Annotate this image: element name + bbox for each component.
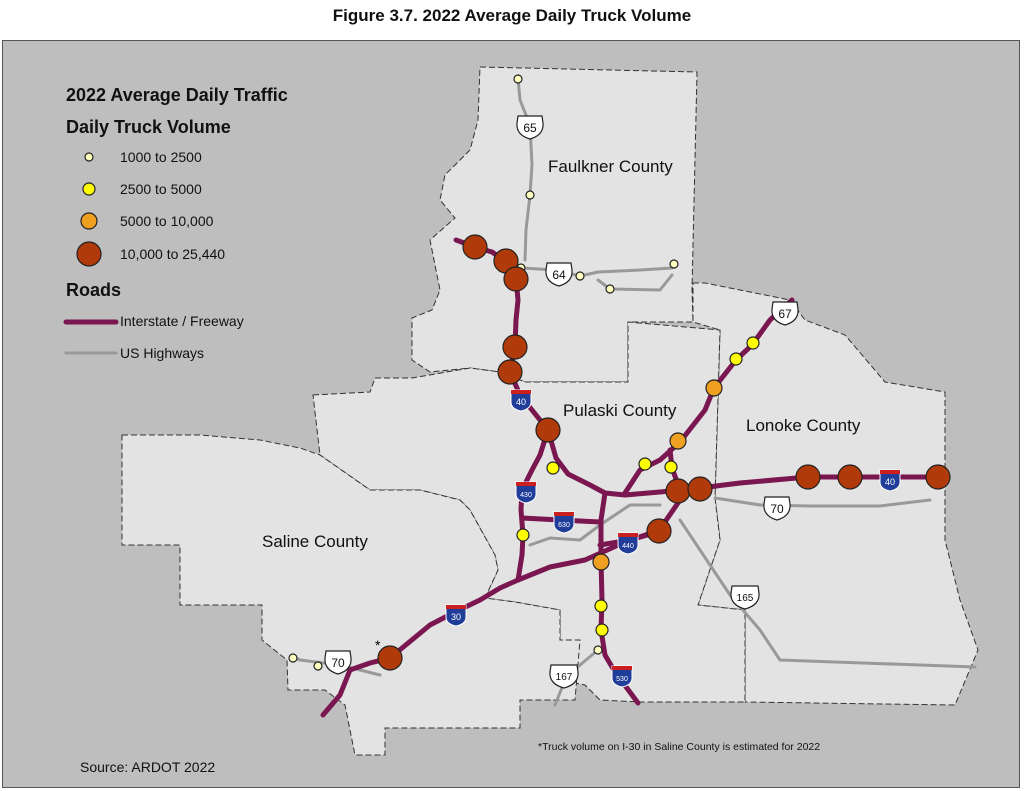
count-dot [705, 379, 723, 397]
count-dot [795, 464, 821, 490]
us70-west-shield-label: 70 [331, 656, 345, 670]
legend-title: 2022 Average Daily Traffic [66, 85, 288, 105]
count-dot [502, 334, 528, 360]
us65-shield: 65 [516, 115, 544, 140]
legend-road-interstate: Interstate / Freeway [120, 313, 244, 329]
legend-dot-medium [82, 182, 96, 196]
estimate-marker: * [375, 637, 381, 653]
legend-road-us: US Highways [120, 345, 205, 361]
i30-line [320, 527, 663, 718]
i440-line [597, 497, 683, 548]
us70-east-shield-label: 70 [770, 502, 784, 516]
us167-shield: 167 [549, 664, 579, 689]
legend-symbols [76, 152, 102, 267]
city-network-line [528, 503, 662, 547]
count-dot [925, 464, 951, 490]
i530-shield-label: 530 [616, 676, 628, 683]
us64-shield: 64 [545, 262, 573, 287]
count-dot [646, 518, 672, 544]
count-dot [605, 284, 615, 294]
us67-shield: 67 [771, 301, 799, 326]
count-dot [669, 259, 679, 269]
i430-shield-label: 430 [520, 492, 532, 499]
count-dot [377, 645, 403, 671]
legend-roads-title: Roads [66, 280, 122, 300]
count-dot [595, 623, 609, 637]
footnote: *Truck volume on I-30 in Saline County i… [538, 741, 821, 753]
us64-shield-label: 64 [552, 268, 566, 282]
i40-west-shield-label: 40 [516, 397, 526, 407]
count-dot [525, 190, 535, 200]
count-dot [638, 457, 652, 471]
i30-shield-label: 30 [451, 612, 461, 622]
pulaski-county-label: Pulaski County [563, 401, 677, 420]
count-dot [746, 336, 760, 350]
count-dot [313, 661, 323, 671]
figure-title: Figure 3.7. 2022 Average Daily Truck Vol… [332, 6, 692, 25]
legend-label-3: 5000 to 10,000 [120, 213, 214, 229]
legend-dot-small [84, 152, 94, 162]
us165-line [678, 518, 977, 669]
count-dot [288, 653, 298, 663]
i630-shield-label: 630 [558, 522, 570, 529]
us70-east-shield: 70 [763, 496, 791, 521]
legend-dot-xlarge [76, 241, 102, 267]
i430-shield: 430 [515, 481, 537, 504]
i630-shield: 630 [553, 511, 575, 534]
saline-county-label: Saline County [262, 532, 368, 551]
legend-label-1: 1000 to 2500 [120, 149, 202, 165]
count-dot [535, 417, 561, 443]
faulkner-county-shape [411, 66, 698, 383]
faulkner-county-label: Faulkner County [548, 157, 673, 176]
count-dot [665, 478, 691, 504]
count-dot [729, 352, 743, 366]
us67-shield-label: 67 [778, 307, 792, 321]
count-dot [594, 599, 608, 613]
traffic-dots [288, 74, 951, 671]
county-shapes [121, 66, 979, 756]
us-highways [290, 76, 977, 707]
count-dot [593, 645, 603, 655]
count-dot [837, 464, 863, 490]
count-dot [546, 461, 560, 475]
saline-county-shape [121, 434, 581, 756]
count-dot [669, 432, 687, 450]
source-note: Source: ARDOT 2022 [80, 759, 216, 775]
count-dot [664, 460, 678, 474]
count-dot [575, 271, 585, 281]
us165-shield: 165 [730, 585, 760, 610]
us165-shield-label: 165 [737, 593, 754, 604]
count-dot [592, 553, 610, 571]
count-dot [516, 528, 530, 542]
us70-west-shield: 70 [324, 650, 352, 675]
i530-shield: 530 [611, 665, 633, 688]
legend-subtitle: Daily Truck Volume [66, 117, 231, 137]
legend-label-4: 10,000 to 25,440 [120, 246, 226, 262]
us65-line [516, 76, 534, 262]
lonoke-county-label: Lonoke County [746, 416, 861, 435]
count-dot [503, 266, 529, 292]
count-dot [513, 74, 523, 84]
count-dot [462, 234, 488, 260]
count-dot [497, 359, 523, 385]
i40-east-shield-label: 40 [885, 477, 895, 487]
i440-shield: 440 [617, 532, 639, 555]
i440-shield-label: 440 [622, 543, 634, 550]
legend-label-2: 2500 to 5000 [120, 181, 202, 197]
us65-shield-label: 65 [523, 121, 537, 135]
count-dot [687, 476, 713, 502]
i40-east-shield: 40 [879, 469, 901, 492]
i40-west-shield: 40 [510, 389, 532, 412]
legend-dot-large [80, 212, 98, 230]
us70-east-line [713, 496, 932, 508]
us167-shield-label: 167 [556, 672, 573, 683]
i30-shield: 30 [445, 604, 467, 627]
us64-branch-line [596, 273, 674, 292]
